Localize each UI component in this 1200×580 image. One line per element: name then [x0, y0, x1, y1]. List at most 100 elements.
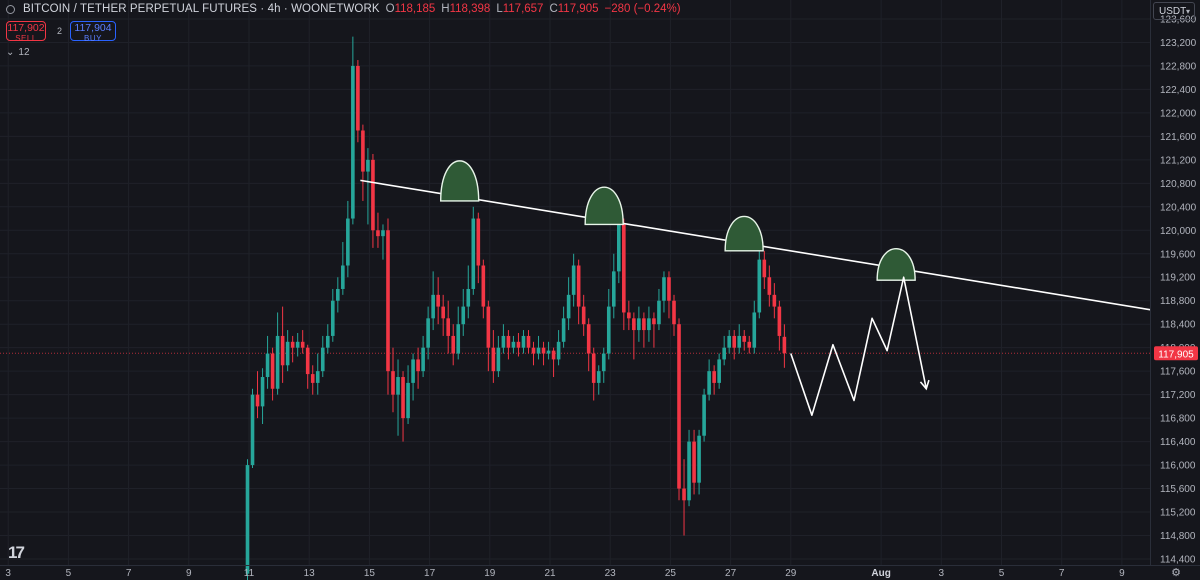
candle-body[interactable]: [777, 306, 782, 336]
candle-body[interactable]: [411, 359, 415, 383]
candle-body[interactable]: [376, 230, 380, 237]
candle-body[interactable]: [556, 341, 561, 360]
candle-body[interactable]: [657, 300, 661, 325]
candle-body[interactable]: [275, 335, 280, 389]
candle-body[interactable]: [727, 335, 731, 348]
candle-body[interactable]: [707, 371, 711, 395]
candle-body[interactable]: [596, 371, 601, 383]
candle-body[interactable]: [255, 394, 260, 407]
candle-body[interactable]: [677, 324, 681, 489]
candle-body[interactable]: [541, 347, 546, 354]
candle-body[interactable]: [531, 347, 536, 354]
candle-body[interactable]: [466, 288, 471, 307]
resistance-hump[interactable]: [876, 248, 916, 281]
candle-body[interactable]: [245, 465, 250, 574]
candle-body[interactable]: [526, 335, 531, 348]
candle-body[interactable]: [431, 294, 435, 319]
candle-body[interactable]: [591, 353, 596, 383]
candle-body[interactable]: [471, 218, 476, 289]
candle-body[interactable]: [536, 347, 541, 354]
candle-body[interactable]: [667, 277, 671, 301]
candle-body[interactable]: [521, 335, 526, 348]
candle-body[interactable]: [712, 371, 716, 383]
candle-body[interactable]: [476, 218, 481, 266]
candle-body[interactable]: [436, 294, 440, 307]
candle-body[interactable]: [546, 350, 551, 354]
candle-body[interactable]: [566, 294, 571, 319]
candle-body[interactable]: [491, 347, 496, 372]
candle-body[interactable]: [752, 312, 757, 348]
candle-body[interactable]: [305, 347, 310, 375]
candle-body[interactable]: [401, 377, 405, 419]
candle-body[interactable]: [611, 271, 616, 307]
candle-body[interactable]: [416, 359, 420, 372]
projection-path[interactable]: [790, 276, 928, 416]
candle-body[interactable]: [627, 312, 631, 319]
candle-body[interactable]: [260, 377, 265, 407]
candle-body[interactable]: [361, 130, 365, 172]
candle-body[interactable]: [662, 277, 666, 301]
candle-body[interactable]: [325, 335, 330, 348]
candle-body[interactable]: [456, 324, 461, 354]
candle-body[interactable]: [446, 318, 451, 336]
candle-body[interactable]: [682, 488, 686, 501]
indicators-toggle[interactable]: ⌄ 12: [6, 47, 30, 58]
candle-body[interactable]: [586, 324, 591, 354]
candle-body[interactable]: [481, 265, 486, 307]
candle-body[interactable]: [336, 288, 340, 301]
candle-body[interactable]: [732, 335, 737, 348]
candle-body[interactable]: [496, 347, 501, 372]
candles[interactable]: [245, 36, 787, 580]
candle-body[interactable]: [637, 318, 641, 331]
candle-body[interactable]: [647, 318, 651, 331]
candle-body[interactable]: [486, 306, 491, 348]
candle-body[interactable]: [406, 382, 410, 419]
candle-body[interactable]: [622, 224, 626, 313]
candle-body[interactable]: [687, 441, 691, 501]
candle-body[interactable]: [606, 306, 611, 354]
candle-body[interactable]: [632, 318, 636, 331]
candle-body[interactable]: [320, 347, 325, 372]
candle-body[interactable]: [381, 230, 385, 237]
candle-body[interactable]: [742, 335, 747, 342]
candle-body[interactable]: [772, 294, 777, 307]
price-axis[interactable]: 114,400 114,800 115,200 115,600 116,000 116,4…: [1150, 0, 1200, 580]
drawings[interactable]: [360, 160, 1168, 416]
candle-body[interactable]: [341, 265, 345, 289]
candle-body[interactable]: [310, 374, 315, 383]
symbol-title[interactable]: BITCOIN / TETHER PERPETUAL FUTURES · 4h …: [23, 3, 380, 15]
resistance-hump[interactable]: [724, 215, 764, 252]
candle-body[interactable]: [396, 377, 400, 395]
candle-body[interactable]: [461, 306, 466, 325]
buy-button[interactable]: 117,904 BUY: [70, 21, 116, 43]
resistance-hump[interactable]: [439, 160, 480, 202]
candle-body[interactable]: [270, 353, 275, 389]
candle-body[interactable]: [366, 159, 370, 172]
candle-body[interactable]: [511, 341, 516, 348]
candle-body[interactable]: [601, 353, 606, 372]
candle-body[interactable]: [672, 300, 676, 325]
candle-body[interactable]: [386, 230, 390, 372]
candle-body[interactable]: [782, 336, 787, 354]
candle-body[interactable]: [421, 347, 425, 372]
candle-body[interactable]: [371, 159, 375, 231]
candle-body[interactable]: [576, 265, 581, 307]
candle-body[interactable]: [652, 318, 656, 325]
candle-body[interactable]: [717, 359, 721, 383]
candle-body[interactable]: [581, 306, 586, 325]
candle-body[interactable]: [702, 394, 706, 436]
candle-body[interactable]: [315, 371, 320, 383]
currency-selector[interactable]: USDT ▾: [1153, 2, 1195, 20]
candle-body[interactable]: [356, 65, 360, 131]
resistance-hump[interactable]: [584, 186, 624, 226]
candle-body[interactable]: [561, 318, 566, 342]
candle-body[interactable]: [346, 218, 350, 266]
candle-body[interactable]: [295, 341, 300, 348]
candle-body[interactable]: [767, 277, 772, 295]
candle-body[interactable]: [757, 259, 762, 313]
settings-gear-icon[interactable]: ⚙: [1171, 566, 1181, 579]
candle-body[interactable]: [722, 347, 726, 360]
candle-body[interactable]: [642, 318, 646, 331]
candle-body[interactable]: [571, 265, 576, 295]
